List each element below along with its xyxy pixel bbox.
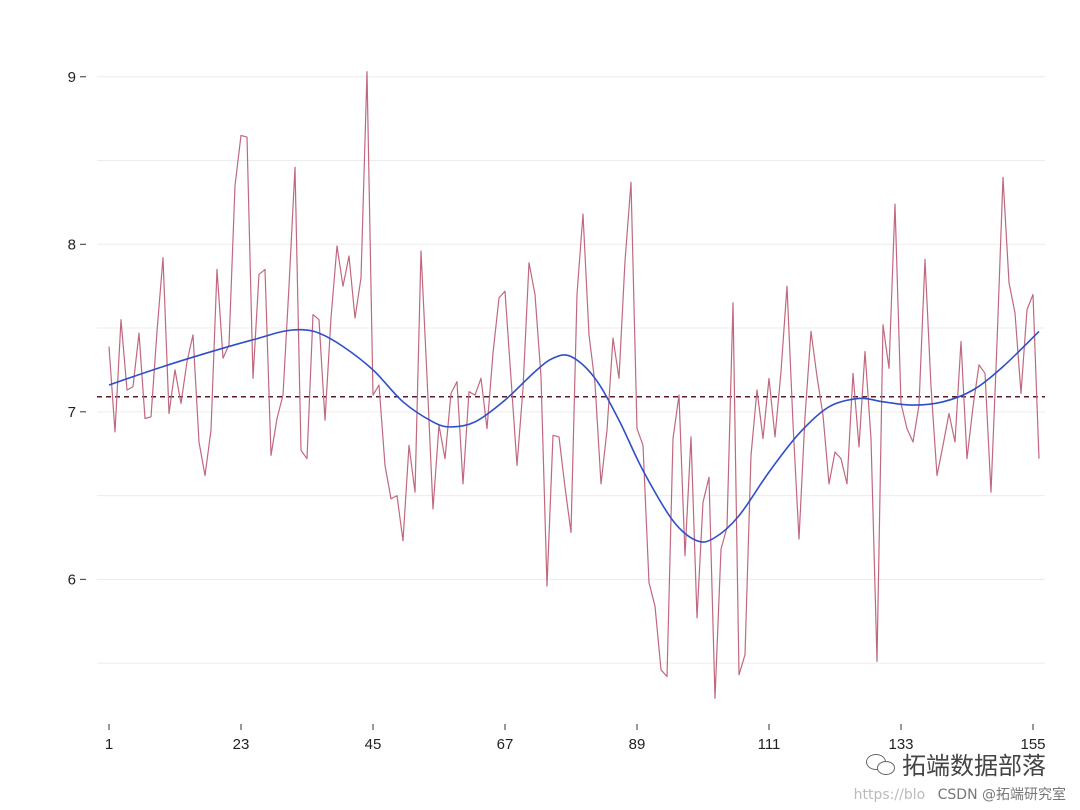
x-tick-label: 23 <box>233 736 250 753</box>
watermark-brand-text: 拓端数据部落 <box>902 752 1046 780</box>
watermark-brand: 拓端数据部落 <box>866 746 1046 781</box>
x-tick-label: 133 <box>888 736 913 753</box>
series-line-smooth <box>108 328 1040 543</box>
wechat-icon <box>866 752 896 776</box>
watermark-source: https://blo CSDN @拓端研究室 <box>854 784 1066 804</box>
x-tick-label: 45 <box>365 736 382 753</box>
x-tick-label: 111 <box>758 736 781 753</box>
y-tick-label: 9 <box>68 69 76 86</box>
series-layer <box>108 71 1040 699</box>
y-tick-label: 6 <box>68 571 76 588</box>
watermark-source-text: CSDN @拓端研究室 <box>937 787 1066 803</box>
grid-lines <box>97 76 1045 664</box>
x-tick-label: 67 <box>497 736 514 753</box>
y-axis: 6 7 8 9 <box>68 69 86 588</box>
x-tick-label: 1 <box>105 736 113 753</box>
series-line-raw <box>108 71 1040 699</box>
x-axis: 1 23 45 67 89 111 133 155 <box>105 724 1046 753</box>
x-tick-label: 155 <box>1020 736 1045 753</box>
y-tick-label: 7 <box>68 404 76 421</box>
x-tick-label: 89 <box>629 736 646 753</box>
watermark-url: https://blo <box>853 787 926 803</box>
y-tick-label: 8 <box>68 236 76 253</box>
